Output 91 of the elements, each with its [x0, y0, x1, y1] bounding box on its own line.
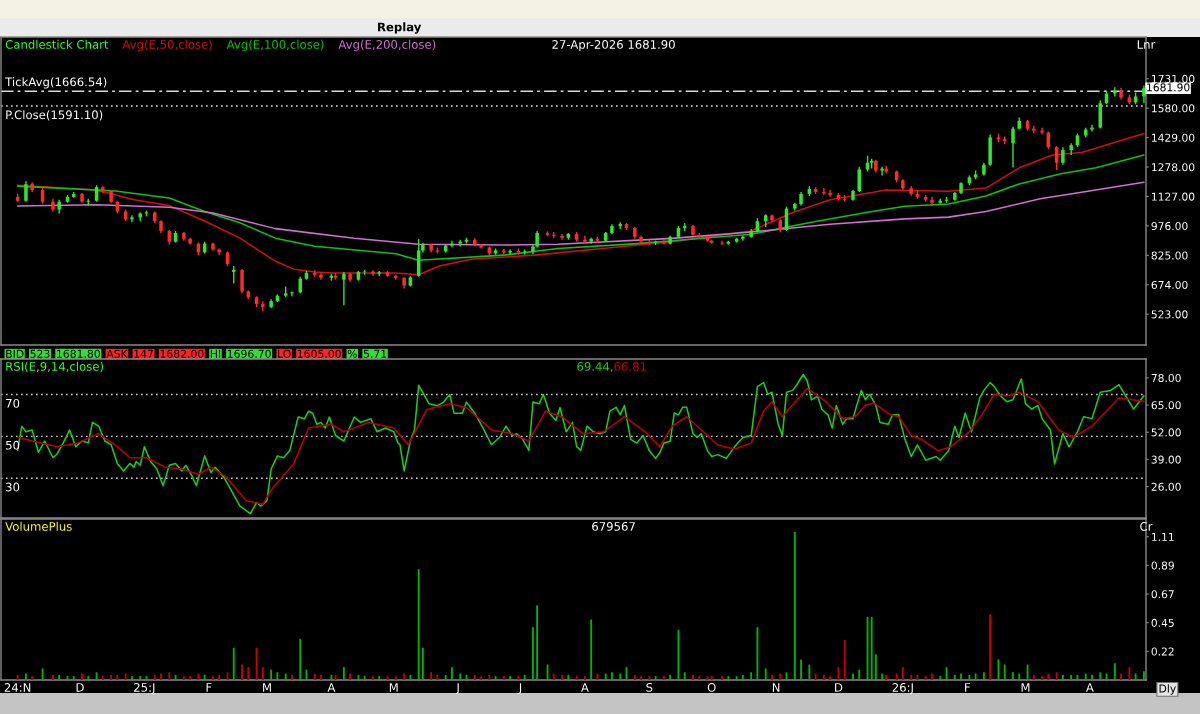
candlestick — [662, 239, 666, 246]
chart-title: Candlestick Chart — [5, 39, 109, 49]
chart-title: RSI(E,9,14,close) — [6, 361, 104, 373]
candlestick — [720, 240, 724, 246]
text: Dly — [1159, 684, 1176, 695]
candlestick — [24, 180, 28, 203]
x-tick-label: N — [772, 683, 780, 692]
text: 1605.00 — [297, 349, 341, 358]
x-tick-label: D — [76, 683, 84, 692]
chart-title: VolumePlus — [5, 521, 72, 531]
ref-line-label: 70 — [6, 398, 20, 408]
text: % — [347, 349, 357, 358]
ref-line-label: P.Close(1591.10) — [6, 110, 103, 121]
text: HI — [210, 349, 221, 358]
candlestick — [880, 165, 884, 177]
x-tick-label: A — [1085, 683, 1094, 692]
text: 523 — [30, 349, 50, 358]
candlestick — [828, 189, 832, 198]
text: Avg(E,200,close) — [338, 39, 436, 52]
text: 1682.00 — [160, 349, 204, 358]
x-tick-label: S — [646, 682, 653, 692]
x-tick-label: J — [455, 683, 459, 694]
x-tick-label: A — [581, 683, 589, 692]
y-tick-label: 65.00 — [1151, 401, 1181, 410]
annotation: 1681.90 — [1147, 83, 1190, 92]
chart-subtitle: 679567 — [592, 521, 635, 531]
text: Replay — [378, 22, 422, 34]
x-tick-label: J — [518, 683, 522, 694]
text: Avg(E,50,close) — [122, 39, 212, 52]
candlestick — [261, 300, 265, 312]
y-tick-label: 26.00 — [1151, 482, 1181, 491]
y-tick-label: 0.45 — [1151, 618, 1174, 627]
candlestick — [240, 268, 244, 295]
y-tick-label: 0.22 — [1151, 647, 1174, 656]
y-tick-label: 976.00 — [1151, 222, 1188, 231]
text: 1696.70 — [227, 349, 271, 358]
y-tick-label: 78.00 — [1151, 373, 1181, 383]
text: Avg(E,100,close) — [226, 39, 324, 52]
y-tick-label: 1127.00 — [1152, 192, 1195, 201]
y-tick-label: 674.00 — [1151, 280, 1188, 289]
y-tick-label: 1278.00 — [1152, 163, 1195, 172]
candlestick — [930, 196, 934, 207]
x-tick-label: D — [835, 683, 843, 692]
candlestick — [450, 240, 454, 249]
y-tick-label: 0.89 — [1151, 561, 1174, 570]
candlestick — [342, 271, 346, 306]
text: 1681.80 — [57, 349, 101, 358]
x-tick-label: M — [389, 683, 398, 692]
x-tick-label: M — [263, 683, 271, 692]
annotation: 66.81 — [614, 361, 646, 371]
y-tick-label: 1429.00 — [1152, 133, 1195, 142]
y-tick-label: 825.00 — [1151, 251, 1188, 260]
line-series — [16, 132, 1145, 276]
x-tick-label: 26:J — [892, 682, 913, 694]
candlestick — [583, 235, 587, 245]
ref-line-label: TickAvg(1666.54) — [5, 77, 107, 89]
text: 147 — [134, 349, 153, 358]
y-tick-label: 1731.00 — [1152, 74, 1195, 83]
annotation: Cr — [1140, 521, 1153, 531]
candlestick — [822, 187, 826, 196]
candlestick — [130, 214, 134, 223]
x-tick-label: F — [206, 683, 212, 692]
text: ASK — [106, 349, 128, 358]
text: 5.71 — [363, 349, 387, 358]
candlestick — [1011, 125, 1015, 169]
candlestick — [1090, 124, 1094, 133]
line-series — [16, 181, 1145, 246]
candlestick — [290, 290, 294, 297]
line-series — [16, 154, 1145, 261]
chart-subtitle: 27-Apr-2026 1681.90 — [552, 39, 675, 52]
text: BID — [6, 349, 24, 358]
annotation: Lnr — [1137, 40, 1156, 49]
x-tick-label: M — [1021, 683, 1030, 692]
x-tick-label: 25:J — [134, 682, 155, 694]
y-tick-label: 523.00 — [1151, 310, 1188, 319]
y-tick-label: 1580.00 — [1152, 104, 1195, 113]
x-tick-label: O — [707, 682, 716, 692]
ref-line-label: 30 — [6, 482, 20, 492]
candlestick — [1113, 86, 1117, 98]
candlestick — [371, 269, 375, 277]
y-tick-label: 0.67 — [1151, 590, 1174, 599]
y-tick-label: 52.00 — [1151, 428, 1181, 437]
text: LO — [278, 349, 291, 358]
y-tick-label: 39.00 — [1151, 455, 1181, 464]
candlestick — [857, 165, 861, 193]
x-tick-label: A — [327, 683, 336, 692]
y-tick-label: 1.11 — [1152, 532, 1174, 541]
annotation: 69.44, — [577, 361, 613, 372]
x-tick-label: 24:N — [4, 682, 31, 692]
candlestick — [560, 233, 564, 241]
x-tick-label: F — [965, 683, 970, 692]
